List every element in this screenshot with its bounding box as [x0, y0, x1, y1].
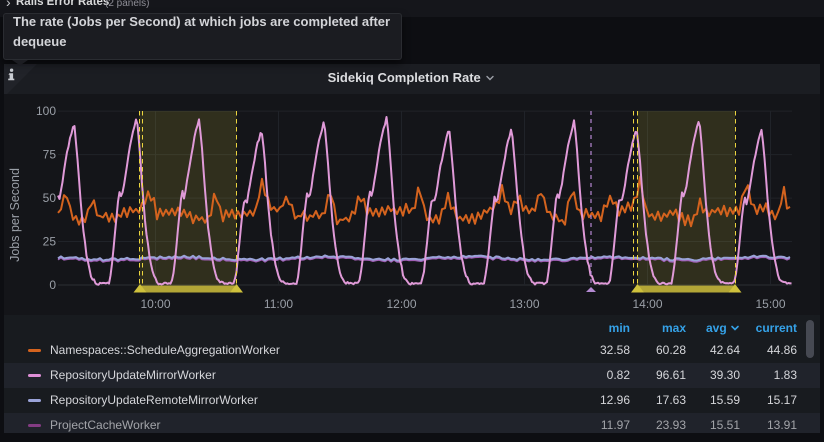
svg-text:14:00: 14:00 — [632, 297, 662, 311]
svg-text:15:00: 15:00 — [755, 297, 785, 311]
svg-text:Jobs per Second: Jobs per Second — [8, 168, 22, 262]
svg-text:13:00: 13:00 — [509, 297, 539, 311]
svg-text:50: 50 — [43, 191, 57, 205]
svg-text:0: 0 — [49, 278, 56, 292]
svg-text:25: 25 — [43, 235, 57, 249]
svg-text:75: 75 — [43, 148, 57, 162]
svg-text:12:00: 12:00 — [386, 297, 416, 311]
svg-text:11:00: 11:00 — [264, 297, 293, 311]
svg-text:10:00: 10:00 — [140, 297, 170, 311]
svg-text:100: 100 — [36, 104, 56, 118]
